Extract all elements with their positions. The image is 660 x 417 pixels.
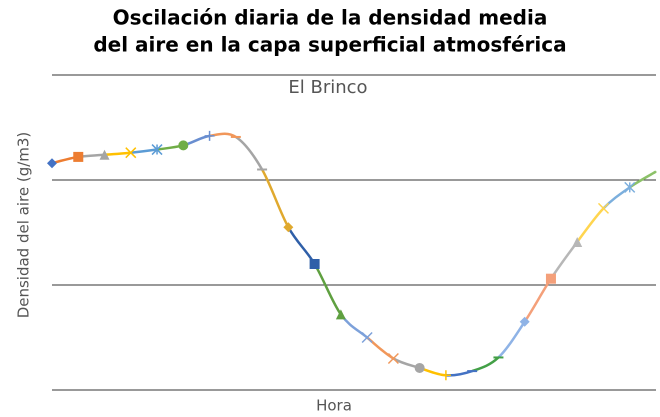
marker: [597, 202, 610, 214]
marker: [283, 222, 294, 233]
marker: [151, 144, 163, 156]
marker: [519, 316, 530, 327]
marker: [47, 158, 57, 169]
marker: [414, 362, 425, 373]
marker: [655, 171, 657, 173]
line-segment: [261, 168, 290, 228]
marker: [624, 181, 636, 193]
marker: [440, 370, 451, 381]
chart-subtitle: El Brinco: [288, 77, 367, 98]
marker: [545, 273, 556, 284]
line-segment: [497, 321, 526, 359]
line-segment: [287, 226, 316, 265]
marker: [572, 236, 583, 247]
marker: [73, 151, 84, 162]
line-segment: [549, 241, 579, 280]
line-segment: [235, 135, 264, 171]
line-segment: [104, 151, 131, 157]
chart-title: Oscilación diaria de la densidad media: [113, 6, 548, 30]
marker: [309, 259, 320, 269]
marker: [204, 130, 215, 141]
x-axis-label: Hora: [316, 397, 352, 415]
line-segment: [629, 170, 657, 189]
marker: [125, 147, 137, 159]
marker: [178, 140, 189, 151]
marker: [335, 309, 346, 320]
y-axis-label: Densidad del aire (g/m3): [15, 132, 33, 319]
line-segment: [130, 148, 158, 154]
marker: [361, 331, 373, 344]
line-segment: [313, 263, 342, 316]
marker: [99, 149, 110, 160]
line-segment: [576, 207, 605, 243]
chart-title-line2: del aire en la capa superficial atmosfér…: [93, 33, 566, 57]
line-segment: [471, 356, 500, 373]
marker: [387, 352, 399, 365]
